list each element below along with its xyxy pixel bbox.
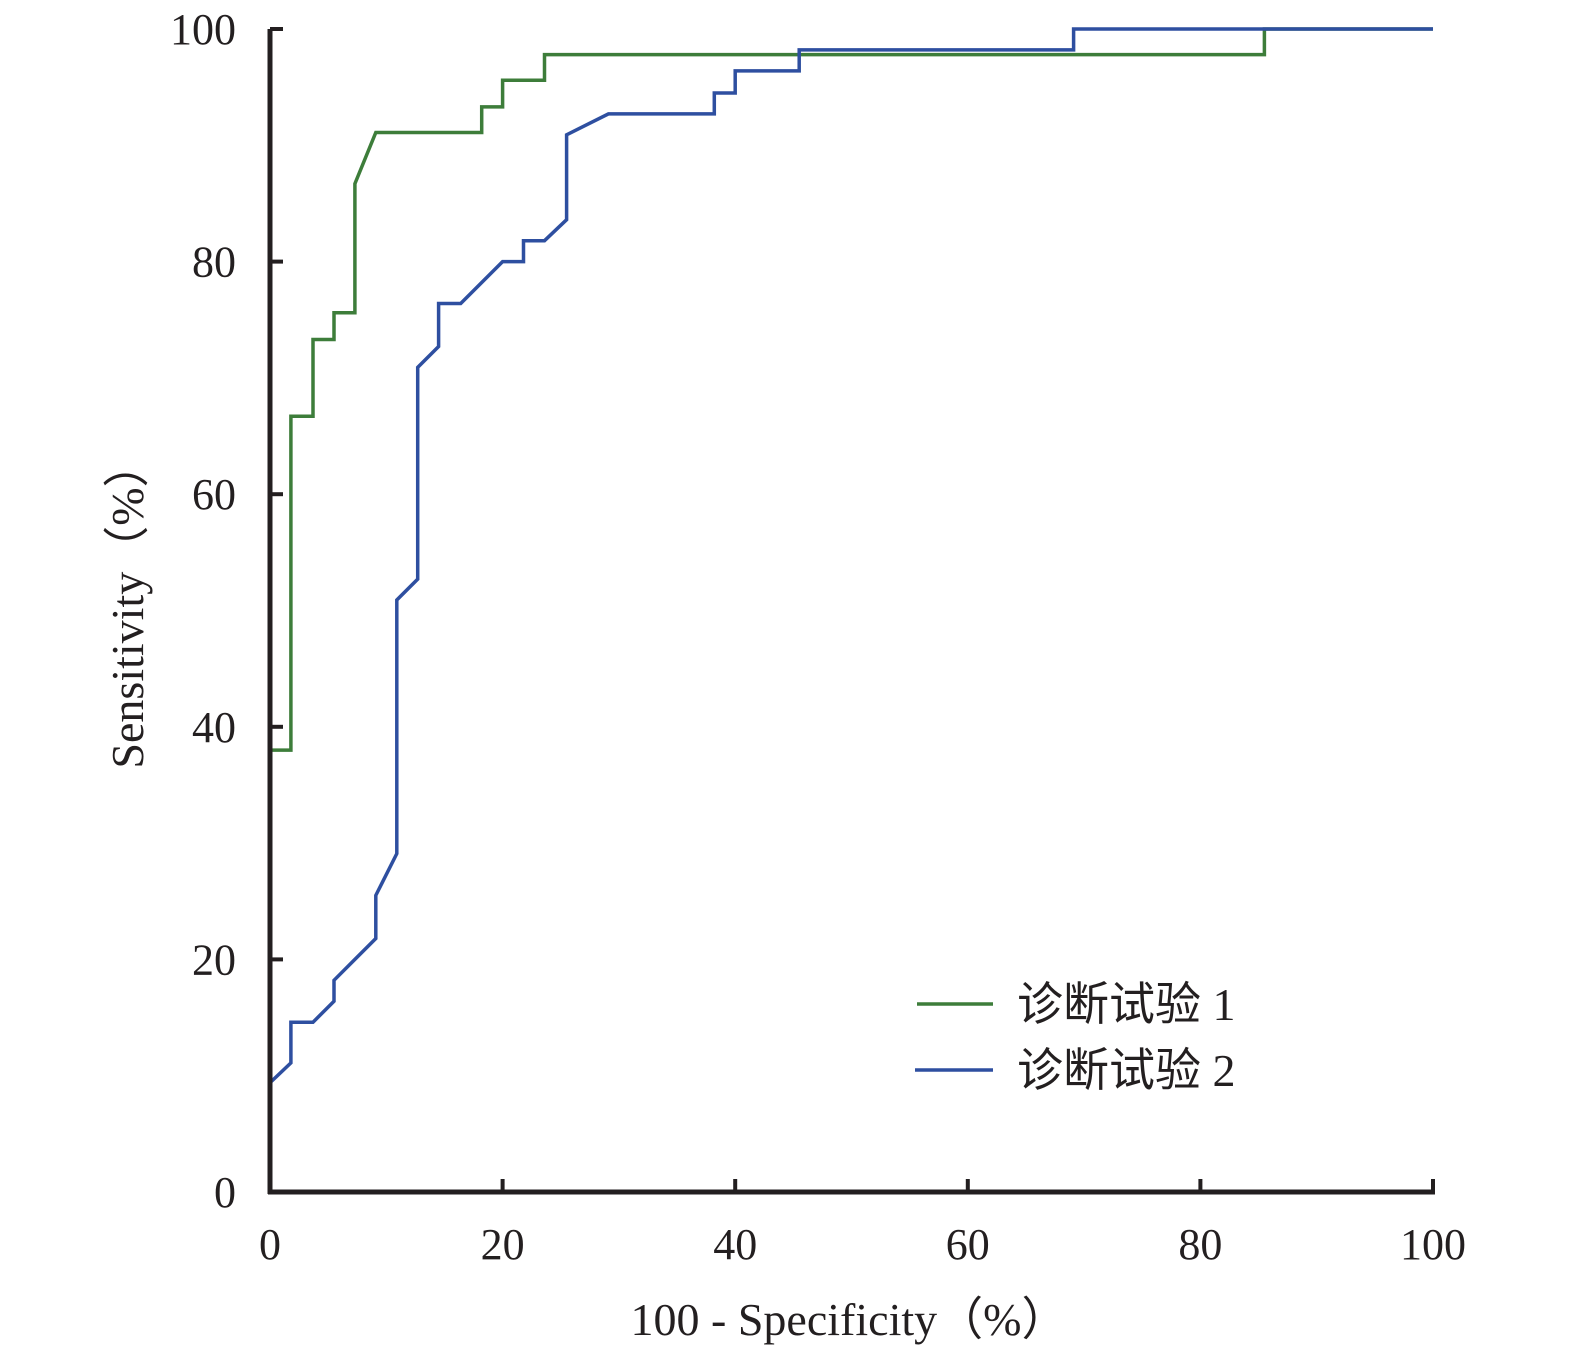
y-tick-label-40: 40 [192, 703, 236, 752]
y-tick-label-60: 60 [192, 470, 236, 519]
x-tick-label-100: 100 [1400, 1220, 1466, 1269]
series-line-2 [268, 27, 1433, 1192]
y-ticks: 0 20 40 60 80 100 [170, 5, 283, 1217]
x-tick-label-60: 60 [946, 1220, 990, 1269]
y-axis-title: Sensitivity（%） [102, 441, 153, 768]
x-axis-title: 100 - Specificity（%） [631, 1294, 1068, 1345]
x-tick-label-20: 20 [481, 1220, 525, 1269]
x-tick-label-80: 80 [1178, 1220, 1222, 1269]
y-tick-label-100: 100 [170, 5, 236, 54]
legend-label-1: 诊断试验 1 [1017, 979, 1236, 1030]
y-tick-label-20: 20 [192, 935, 236, 984]
legend: 诊断试验 1 诊断试验 2 [915, 979, 1236, 1096]
y-tick-label-0: 0 [214, 1168, 236, 1217]
y-tick-label-80: 80 [192, 238, 236, 287]
x-tick-label-0: 0 [259, 1220, 281, 1269]
legend-item-2: 诊断试验 2 [915, 1045, 1236, 1096]
x-tick-label-40: 40 [713, 1220, 757, 1269]
legend-label-2: 诊断试验 2 [1017, 1045, 1236, 1096]
series-line-1 [268, 27, 1433, 1192]
legend-item-1: 诊断试验 1 [917, 979, 1236, 1030]
x-ticks: 0 20 40 60 80 100 [259, 1179, 1466, 1269]
series-lines [268, 27, 1433, 1192]
